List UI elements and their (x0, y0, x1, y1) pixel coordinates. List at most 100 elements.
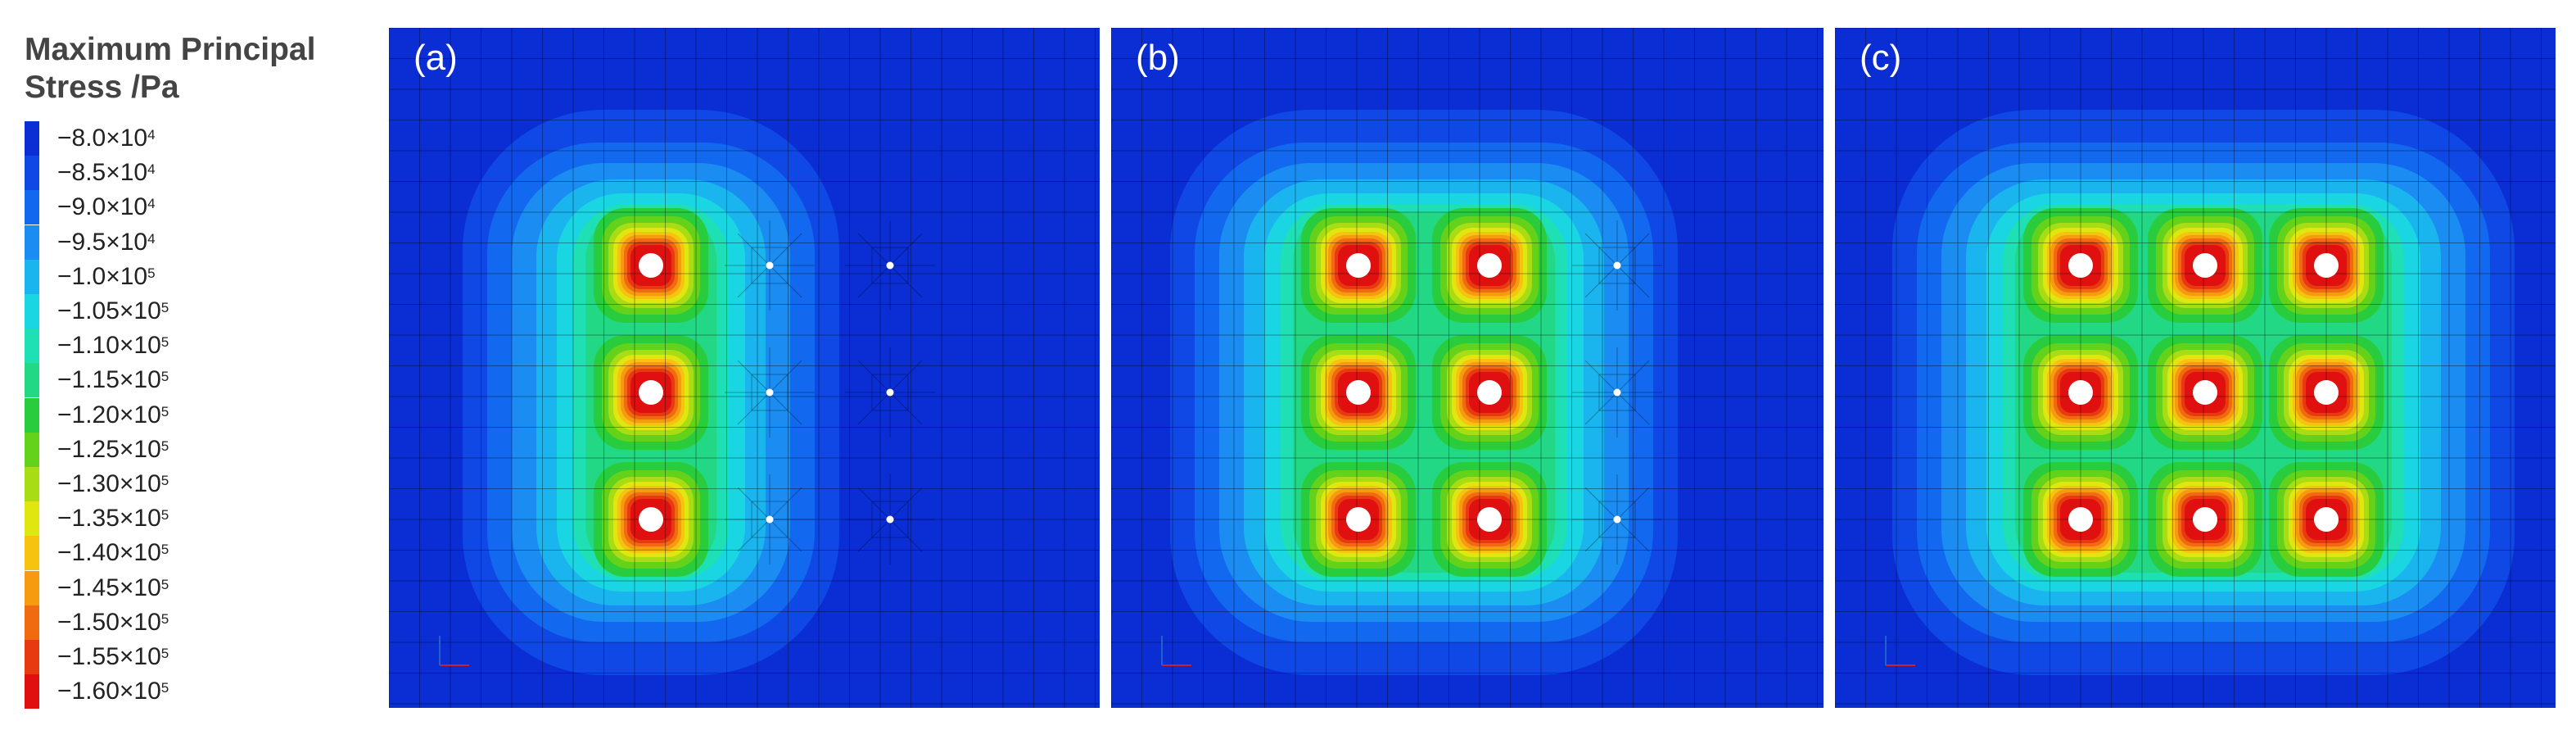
legend-label: −9.5×104 (57, 228, 156, 256)
axis-triad-icon (1161, 636, 1191, 666)
legend-swatch (25, 674, 39, 710)
active-hole (1477, 380, 1502, 405)
legend-title-line2: Stress /Pa (25, 70, 179, 105)
contour-plot-c (1835, 28, 2556, 708)
hole-element (751, 374, 789, 411)
drill-holes (2068, 253, 2339, 532)
legend-swatch (25, 363, 39, 398)
contour-panel-b: (b) (1111, 28, 1824, 708)
active-hole (1346, 380, 1371, 405)
inactive-hole (766, 388, 774, 397)
legend-label: −1.55×105 (57, 643, 169, 670)
active-hole (2068, 253, 2093, 278)
contour-plot-b (1111, 28, 1824, 708)
axis-triad-icon (439, 636, 469, 666)
active-hole (1477, 507, 1502, 532)
axis-triad-icon (1885, 636, 1915, 666)
inactive-hole (886, 388, 894, 397)
hole-element (751, 501, 789, 538)
fe-mesh (1111, 28, 1824, 708)
drill-holes (639, 220, 935, 564)
contour-field (1170, 110, 1678, 675)
active-hole (2314, 507, 2339, 532)
radial-mesh (725, 220, 815, 311)
legend-label: −1.0×105 (57, 262, 156, 290)
radial-mesh (1572, 347, 1662, 438)
active-hole (639, 253, 663, 278)
legend-swatch (25, 467, 39, 501)
drill-holes (1346, 220, 1662, 564)
radial-mesh (725, 474, 815, 564)
active-hole (2193, 380, 2217, 405)
legend-title: Maximum Principal Stress /Pa (25, 31, 385, 107)
legend-swatch (25, 536, 39, 571)
legend-swatch (25, 640, 39, 674)
radial-mesh (725, 347, 815, 438)
active-hole (2193, 507, 2217, 532)
inactive-hole (1613, 388, 1621, 397)
hole-element (1598, 247, 1636, 284)
contour-panel-c: (c) (1835, 28, 2556, 708)
inactive-hole (1613, 515, 1621, 524)
active-hole (639, 380, 663, 405)
legend-swatch (25, 432, 39, 467)
active-hole (639, 507, 663, 532)
hole-element (1598, 374, 1636, 411)
active-hole (1477, 253, 1502, 278)
radial-mesh (845, 474, 935, 564)
hole-element (1598, 501, 1636, 538)
legend-title-line1: Maximum Principal (25, 32, 316, 67)
legend-label: −9.0×104 (57, 193, 156, 221)
legend-swatch (25, 259, 39, 294)
radial-mesh (845, 347, 935, 438)
inactive-hole (766, 261, 774, 270)
hole-element (751, 247, 789, 284)
legend-swatch (25, 190, 39, 225)
legend-label: −1.50×105 (57, 608, 169, 636)
legend-label: −1.45×105 (57, 574, 169, 601)
legend-swatch (25, 397, 39, 433)
inactive-hole (886, 515, 894, 524)
legend-label: −1.05×105 (57, 297, 169, 324)
legend-swatch (25, 329, 39, 364)
legend-label: −8.0×104 (57, 125, 156, 152)
legend-swatch (25, 294, 39, 329)
panel-label-a: (a) (414, 38, 458, 78)
legend-swatch (25, 605, 39, 640)
hole-element (871, 501, 909, 538)
legend-label: −1.20×105 (57, 401, 169, 428)
legend-swatch (25, 121, 39, 156)
legend-label: −1.30×105 (57, 470, 169, 497)
active-hole (1346, 253, 1371, 278)
legend-swatch (25, 570, 39, 605)
legend-label: −1.60×105 (57, 678, 169, 705)
legend-color-bar (25, 121, 39, 711)
contour-plot-a (389, 28, 1100, 708)
legend-swatch (25, 224, 39, 260)
active-hole (2193, 253, 2217, 278)
legend-swatch (25, 501, 39, 537)
radial-mesh (1572, 474, 1662, 564)
hole-element (871, 247, 909, 284)
legend-label: −8.5×104 (57, 159, 156, 187)
legend-label: −1.40×105 (57, 539, 169, 567)
radial-mesh (845, 220, 935, 311)
inactive-hole (766, 515, 774, 524)
active-hole (2068, 507, 2093, 532)
panel-label-c: (c) (1860, 38, 1902, 78)
contour-panel-a: (a) (389, 28, 1100, 708)
active-hole (2314, 253, 2339, 278)
radial-mesh (1572, 220, 1662, 311)
legend-swatch (25, 156, 39, 191)
fe-mesh (389, 28, 1100, 708)
stress-legend: Maximum Principal Stress /Pa −8.0×104 −8.… (0, 0, 385, 739)
active-hole (2068, 380, 2093, 405)
hole-element (871, 374, 909, 411)
fe-mesh (1835, 28, 2556, 708)
legend-label: −1.35×105 (57, 505, 169, 533)
active-hole (1346, 507, 1371, 532)
inactive-hole (1613, 261, 1621, 270)
active-hole (2314, 380, 2339, 405)
panel-label-b: (b) (1136, 38, 1180, 78)
inactive-hole (886, 261, 894, 270)
